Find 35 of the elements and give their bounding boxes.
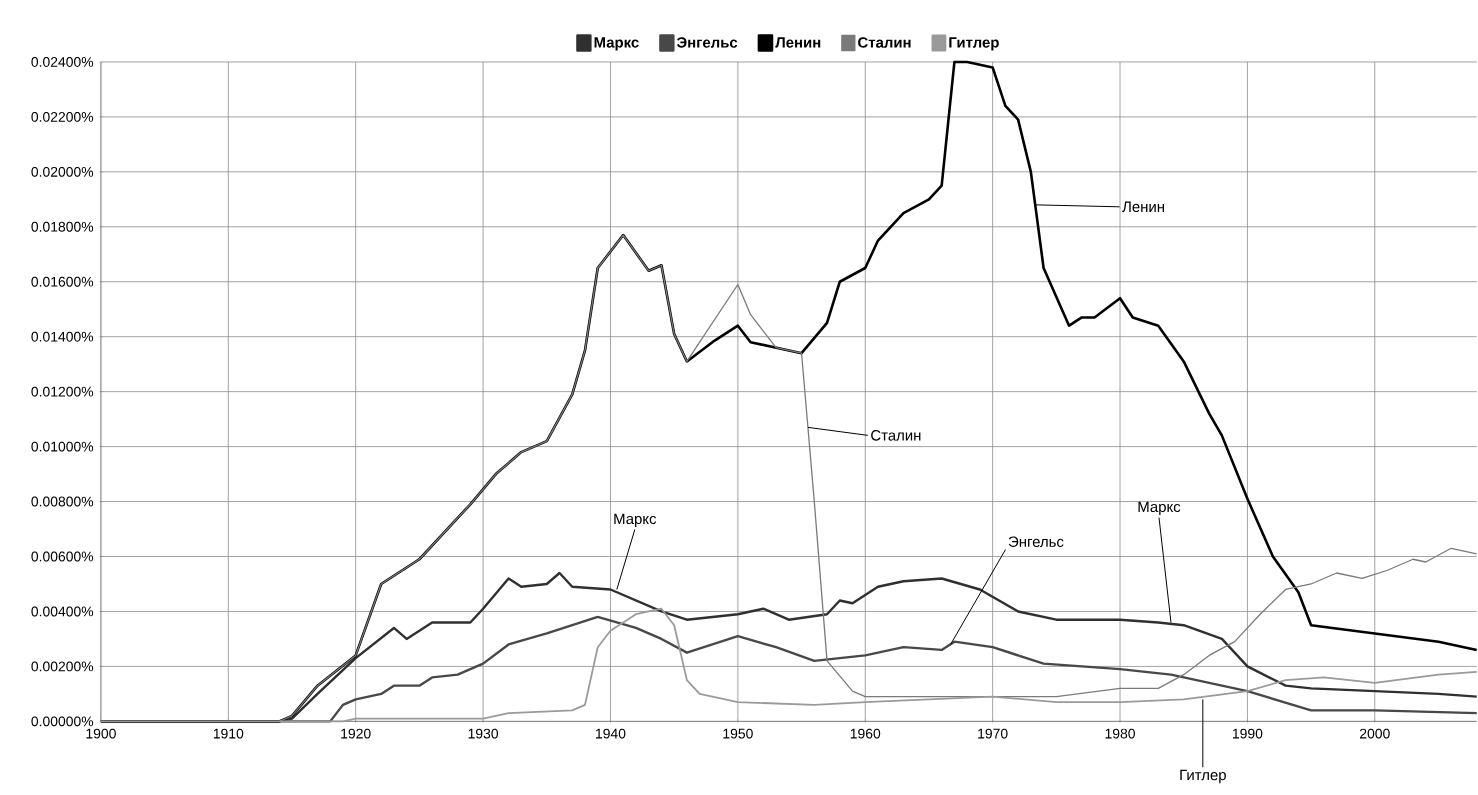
x-tick-label: 1970 [978, 728, 1008, 739]
y-tick-label: 0.00800% [31, 496, 94, 507]
x-tick-label: 1950 [723, 728, 753, 739]
x-tick-label: 2000 [1360, 728, 1390, 739]
annotation: Сталин [871, 429, 921, 441]
y-tick-label: 0.00600% [31, 551, 94, 562]
y-tick-label: 0.00000% [31, 716, 94, 727]
y-tick-label: 0.02400% [31, 56, 94, 67]
y-tick-label: 0.01200% [31, 386, 94, 397]
x-tick-label: 1980 [1105, 728, 1135, 739]
x-tick-label: 1960 [850, 728, 881, 739]
y-tick-label: 0.02000% [31, 166, 94, 177]
legend-label: Гитлер [949, 37, 999, 51]
legend-label: Энгельс [676, 37, 738, 48]
x-tick-label: 1940 [596, 728, 626, 739]
annotation: Гитлер [1180, 769, 1226, 784]
annotation: Маркс [614, 513, 657, 527]
y-tick-label: 0.01000% [31, 441, 94, 452]
y-tick-label: 0.01400% [31, 331, 94, 342]
y-tick-label: 0.02200% [31, 111, 94, 122]
x-tick-label: 1930 [468, 728, 499, 739]
annotation: Энгельс [1008, 536, 1064, 547]
y-tick-label: 0.00400% [31, 606, 94, 617]
legend-label: Сталин [858, 37, 911, 48]
legend-label: Маркс [594, 37, 639, 51]
x-tick-label: 1910 [213, 728, 244, 739]
x-tick-label: 1920 [341, 728, 371, 739]
y-tick-label: 0.01800% [31, 221, 94, 232]
y-tick-label: 0.01600% [31, 276, 94, 287]
legend-label: Ленин [775, 37, 821, 48]
x-tick-label: 1990 [1232, 728, 1263, 739]
x-tick-label: 1900 [86, 728, 116, 739]
y-tick-label: 0.00200% [31, 661, 94, 672]
annotation: Маркс [1138, 501, 1181, 515]
annotation: Ленин [1122, 201, 1164, 212]
